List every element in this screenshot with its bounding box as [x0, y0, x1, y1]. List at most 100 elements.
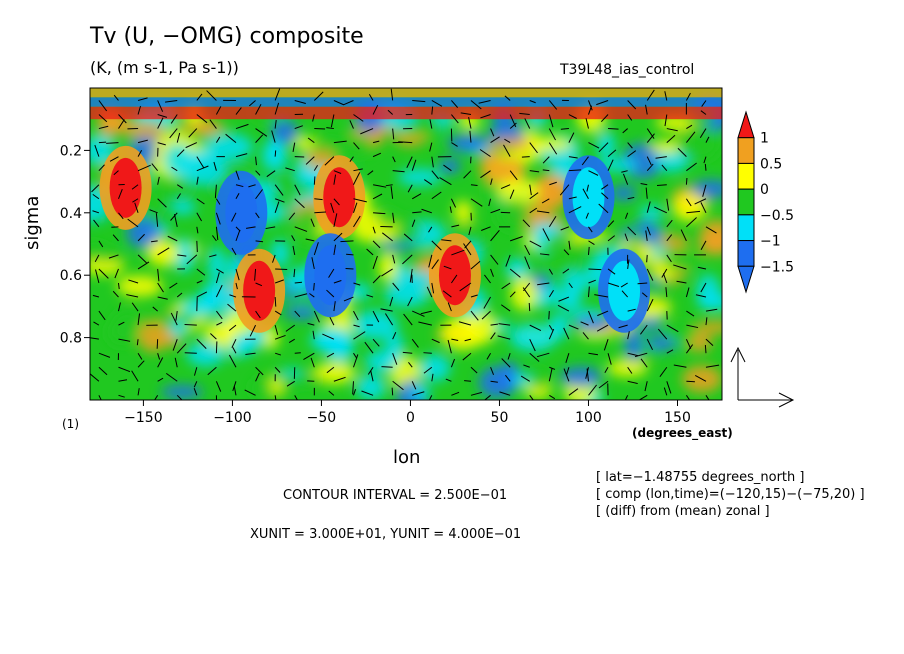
wind-vector: [483, 394, 491, 400]
colorbar: 1 0.5 0 −0.5 −1 −1.5: [737, 110, 794, 294]
wind-vector: [529, 170, 540, 173]
feature-core: [323, 167, 356, 228]
wind-vector: [255, 189, 263, 200]
field-cell: [90, 242, 110, 259]
wind-vector: [215, 106, 222, 115]
wind-vector: [94, 144, 100, 157]
wind-vector: [91, 184, 100, 193]
wind-vector: [548, 142, 558, 155]
wind-vector: [150, 240, 158, 243]
wind-vector: [646, 128, 655, 139]
field-cell: [107, 320, 132, 346]
field-cell: [531, 136, 573, 152]
wind-vector: [314, 198, 323, 201]
wind-vector: [215, 381, 222, 392]
wind-vector: [370, 370, 374, 382]
wind-vector: [548, 289, 554, 298]
wind-vector: [598, 142, 609, 153]
wind-vector: [380, 308, 393, 312]
wind-vector: [169, 128, 178, 139]
wind-vector: [601, 192, 609, 200]
wind-vector: [685, 344, 694, 354]
wind-vector: [402, 351, 413, 354]
wind-vector: [704, 163, 707, 171]
y-tick-label: 0.4: [60, 206, 82, 222]
field-cell: [385, 332, 404, 363]
wind-vector: [646, 338, 654, 351]
wind-vector: [621, 290, 629, 298]
wind-vector: [118, 114, 127, 124]
wind-vector: [373, 212, 386, 215]
field-cell: [163, 142, 193, 177]
wind-vector: [294, 281, 303, 284]
wind-vector: [167, 235, 178, 242]
wind-vector: [568, 132, 575, 143]
field-cell: [146, 240, 179, 267]
field-cell: [672, 193, 707, 222]
wind-vector: [235, 153, 248, 158]
colorbar-label: −0.5: [760, 208, 794, 224]
wind-vector: [470, 310, 479, 321]
wind-vector: [117, 282, 120, 290]
wind-vector: [627, 196, 635, 200]
wind-vector: [548, 114, 554, 128]
field-cell: [696, 274, 721, 310]
wind-vector: [594, 294, 609, 298]
wind-vector: [451, 249, 465, 256]
x-tick-label: 100: [575, 410, 602, 426]
wind-vector: [676, 280, 687, 284]
wind-vector: [685, 287, 690, 298]
wind-vector: [93, 219, 100, 228]
field-cell: [205, 133, 253, 161]
wind-vector: [411, 338, 419, 348]
wind-vector: [588, 170, 599, 176]
wind-vector: [568, 169, 582, 172]
wind-vector: [244, 389, 256, 396]
chart-title: Tv (U, −OMG) composite: [90, 24, 364, 49]
wind-vector: [407, 184, 413, 193]
field-cell: [356, 374, 386, 400]
wind-vector: [657, 328, 668, 340]
wind-vector: [118, 189, 123, 199]
y-tick-label: 0.6: [60, 268, 82, 284]
wind-vector: [274, 395, 277, 400]
wind-vector: [701, 100, 707, 107]
wind-vector: [249, 100, 256, 107]
wind-vector: [196, 291, 208, 298]
field-cell: [169, 200, 197, 215]
wind-vector: [503, 144, 511, 157]
wind-vector: [98, 310, 106, 321]
wind-vector: [346, 253, 354, 256]
wind-vector: [548, 100, 558, 110]
wind-vector: [646, 298, 654, 312]
wind-vector: [641, 292, 648, 298]
wind-vector: [557, 304, 570, 312]
wind-vector: [582, 332, 589, 340]
wind-vector: [333, 280, 342, 284]
wind-vector: [500, 304, 511, 312]
wind-vector: [353, 354, 359, 368]
wind-vector: [528, 302, 531, 312]
wind-vector: [215, 226, 219, 241]
wind-vector: [127, 218, 139, 228]
wind-vector: [360, 128, 374, 135]
wind-vector: [392, 170, 405, 173]
wind-vector: [353, 215, 361, 228]
feature-core: [608, 260, 641, 321]
wind-vector: [137, 360, 145, 368]
wind-vector: [254, 268, 257, 281]
wind-vector: [402, 254, 413, 265]
colorbar-segment: [737, 214, 755, 242]
wind-vector: [215, 198, 221, 205]
colorbar-label: 0: [760, 182, 769, 198]
wind-vector: [313, 310, 320, 323]
field-cell: [138, 320, 168, 353]
wind-vector: [353, 114, 364, 122]
field-cell: [610, 185, 637, 201]
wind-vector: [702, 184, 707, 197]
wind-vector: [522, 287, 531, 298]
wind-vector: [644, 381, 648, 392]
wind-vector: [403, 233, 413, 242]
wind-vector: [274, 198, 285, 203]
wind-vector: [686, 324, 699, 329]
